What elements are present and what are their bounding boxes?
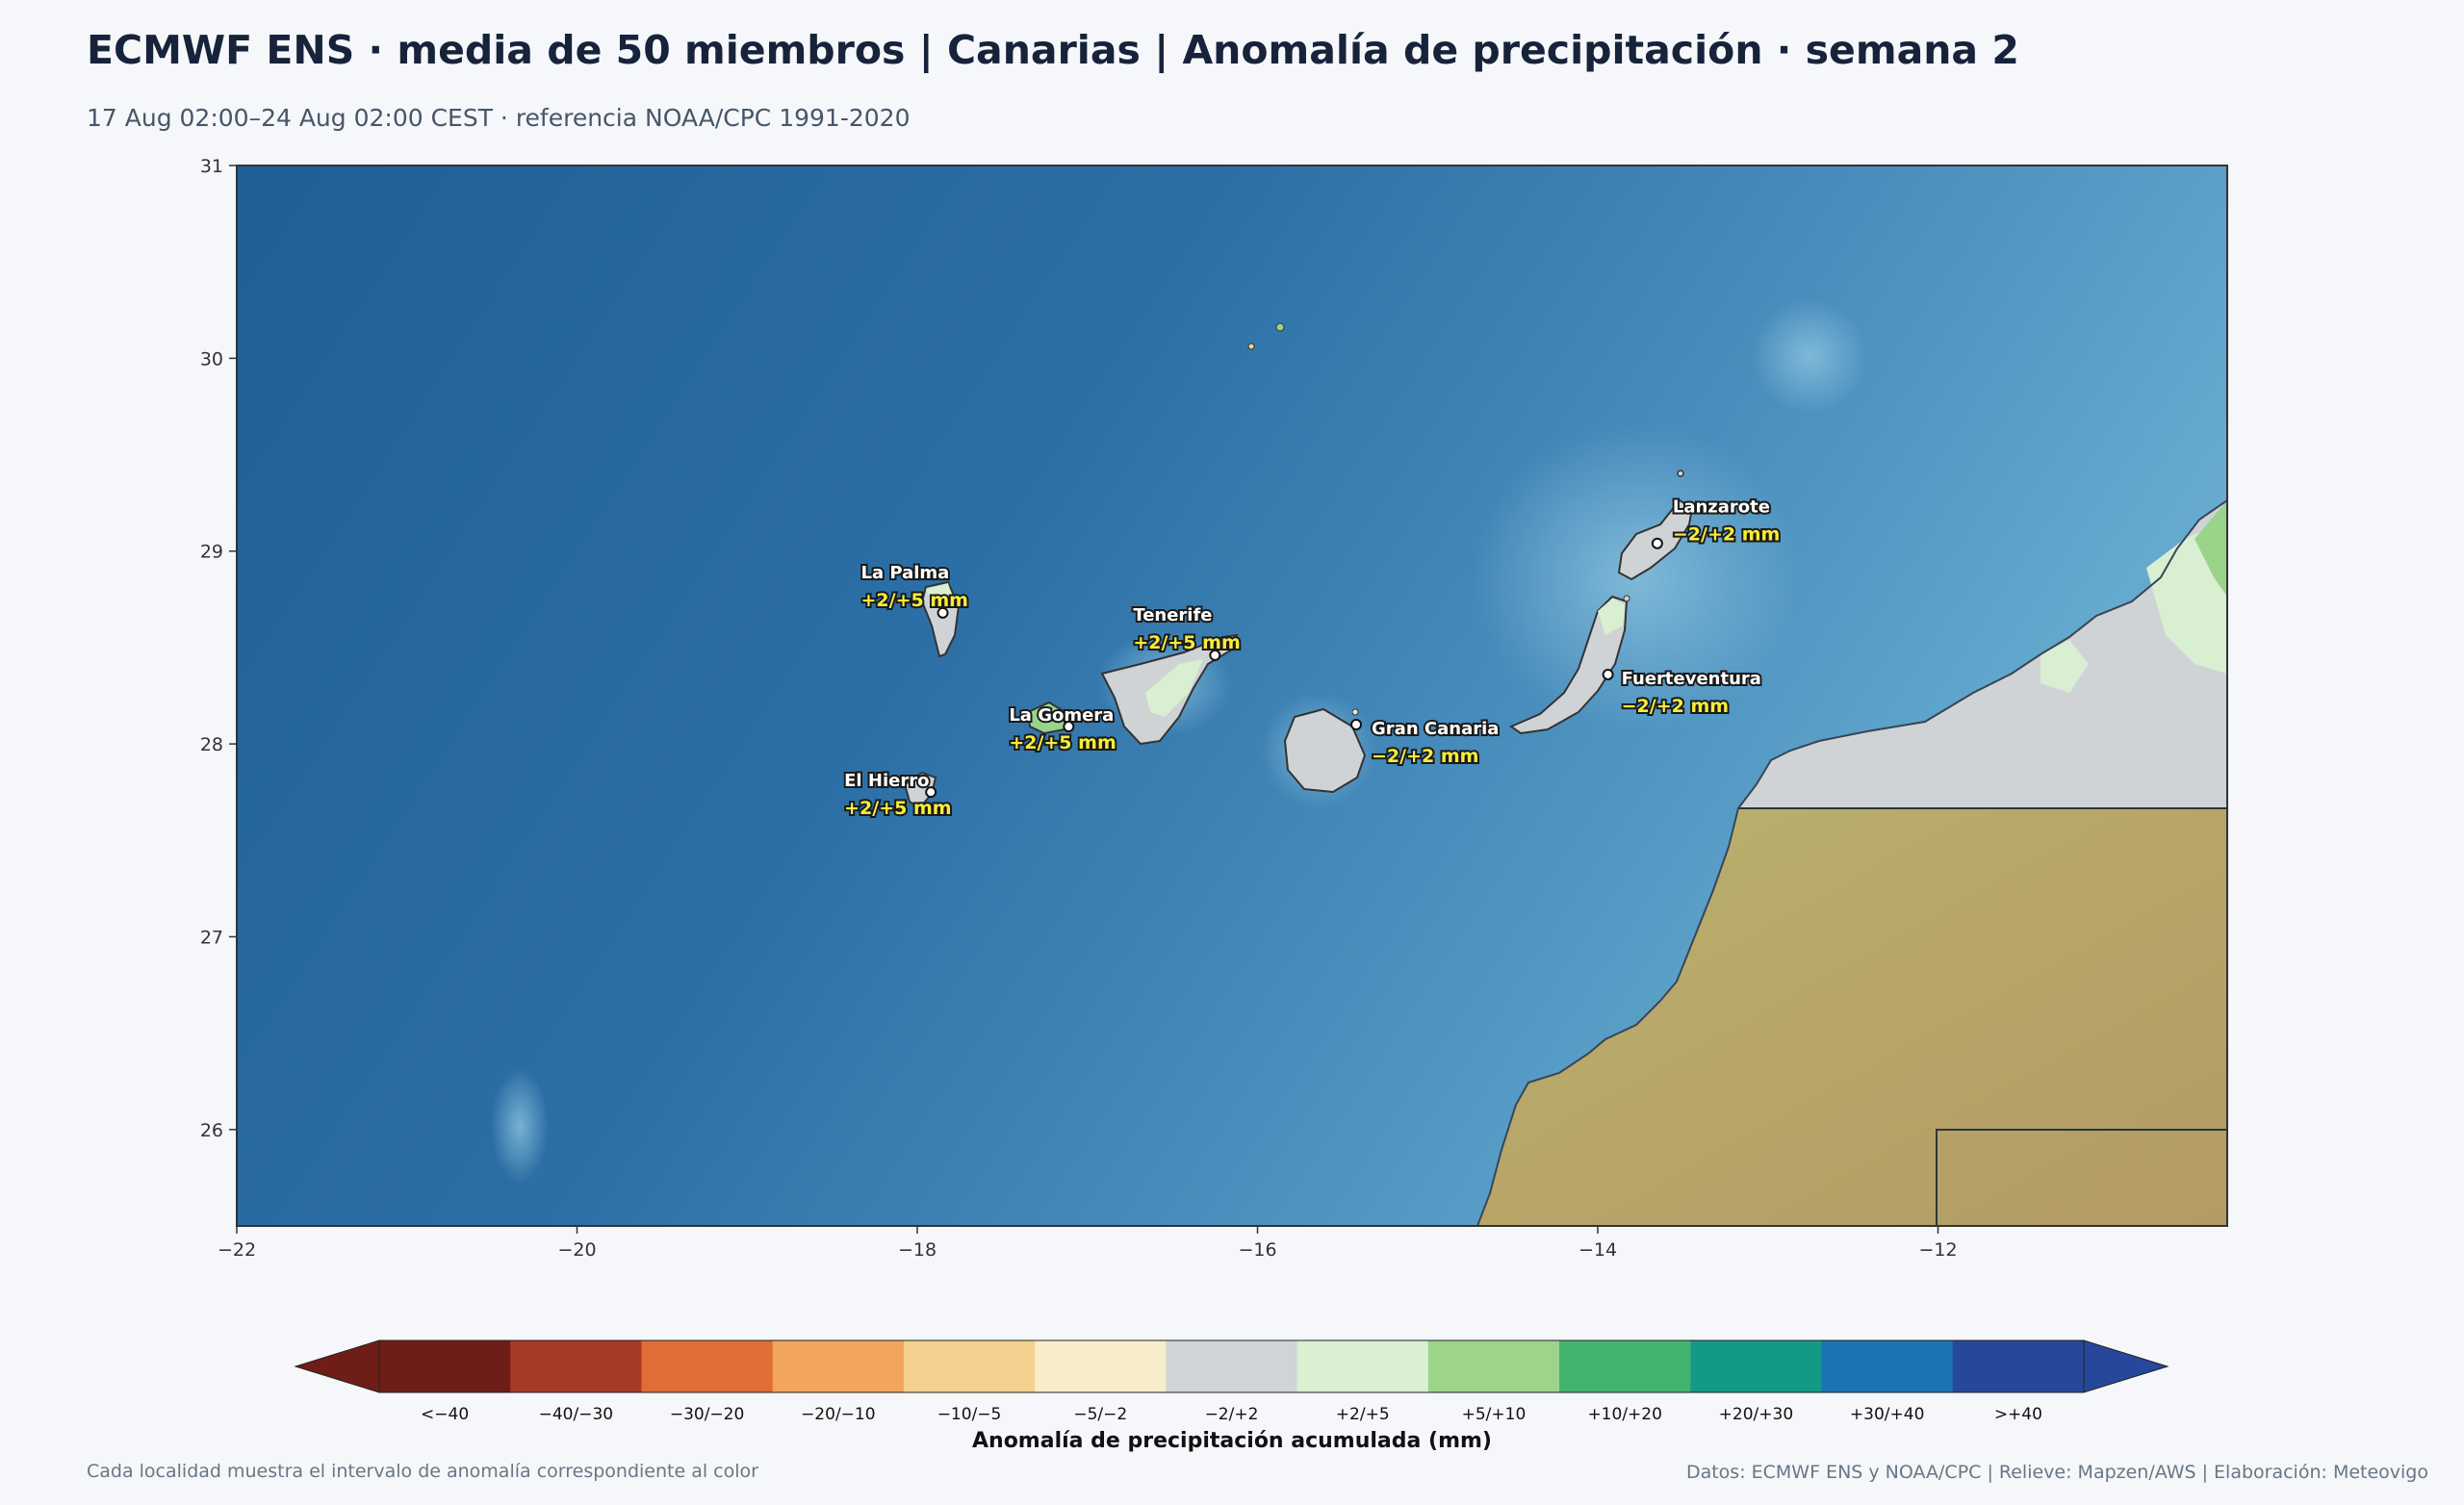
lat-tick-label: 28	[200, 734, 223, 755]
location-name: Gran Canaria	[1372, 719, 1499, 739]
location-value: +2/+5 mm	[1133, 632, 1240, 653]
location-marker	[1651, 537, 1663, 549]
location-name: Fuerteventura	[1622, 669, 1761, 689]
colorbar-label: −2/+2	[1205, 1405, 1259, 1424]
colorbar-segment	[1821, 1340, 1954, 1392]
colorbar-label: +5/+10	[1462, 1405, 1527, 1424]
lon-tick-label: −14	[1578, 1239, 1617, 1261]
colorbar-segment	[510, 1340, 642, 1392]
location-name: Lanzarote	[1673, 497, 1770, 518]
colorbar-segment	[1559, 1340, 1691, 1392]
location-name: Tenerife	[1133, 605, 1212, 625]
islet-salvajes-1	[1275, 322, 1285, 332]
lat-tick-label: 30	[200, 348, 223, 370]
colorbar-label: >+40	[1994, 1405, 2042, 1424]
colorbar-label: −5/−2	[1073, 1405, 1127, 1424]
location-marker	[1602, 668, 1614, 680]
lat-tick-label: 27	[200, 927, 223, 948]
island-la-palma-wet	[926, 583, 953, 606]
page-title: ECMWF ENS · media de 50 miembros | Canar…	[87, 27, 2019, 73]
location-marker	[937, 606, 949, 619]
colorbar-label: +30/+40	[1850, 1405, 1924, 1424]
colorbar-label: +10/+20	[1587, 1405, 1661, 1424]
islet-gc-north	[1351, 708, 1359, 716]
lon-tick-label: −18	[898, 1239, 937, 1261]
colorbar-segment	[1296, 1340, 1429, 1392]
colorbar-segment	[1427, 1340, 1560, 1392]
colorbar-label: +2/+5	[1336, 1405, 1390, 1424]
colorbar-label: −30/−20	[670, 1405, 744, 1424]
location-marker	[925, 786, 937, 799]
colorbar-label: −10/−5	[937, 1405, 1002, 1424]
location-name: La Gomera	[1009, 705, 1114, 726]
colorbar-segment	[1952, 1340, 2085, 1392]
colorbar-title: Anomalía de precipitación acumulada (mm)	[972, 1429, 1492, 1453]
colorbar-segment	[1035, 1340, 1167, 1392]
africa-wet-patch-3	[2194, 500, 2227, 597]
axis-ticks: −22 −20 −18 −16 −14 −12 31 30 29 28 27 26	[200, 156, 1958, 1261]
colorbar-label: −20/−10	[801, 1405, 875, 1424]
colorbar: <−40 −40/−30 −30/−20 −20/−10 −10/−5 −5/−2 −2/+…	[294, 1339, 2169, 1424]
africa-desert	[1477, 808, 2227, 1226]
lon-tick-label: −12	[1918, 1239, 1957, 1261]
footer-credits: Datos: ECMWF ENS y NOAA/CPC | Relieve: M…	[1685, 1462, 2428, 1483]
island-tenerife-wet	[1145, 659, 1203, 717]
lon-tick-label: −20	[557, 1239, 596, 1261]
lon-tick-label: −22	[218, 1239, 256, 1261]
colorbar-outline	[378, 1339, 2085, 1393]
colorbar-extend-low	[294, 1339, 380, 1393]
location-marker	[1209, 649, 1221, 661]
location-marker	[1350, 719, 1363, 731]
lat-tick-label: 26	[200, 1120, 223, 1141]
lat-tick-label: 29	[200, 542, 223, 563]
africa-wet-patch-2	[2040, 640, 2089, 693]
footer-note: Cada localidad muestra el intervalo de a…	[87, 1461, 758, 1482]
colorbar-label: <−40	[421, 1405, 469, 1424]
location-value: +2/+5 mm	[844, 798, 951, 819]
colorbar-segment	[1690, 1340, 1823, 1392]
colorbar-segment	[641, 1340, 774, 1392]
shelf-west	[1752, 298, 1867, 414]
shelf-south	[491, 1068, 549, 1184]
border-line-south	[1936, 1129, 2227, 1226]
colorbar-segment	[772, 1340, 905, 1392]
colorbar-extend-high	[2083, 1339, 2169, 1393]
location-value: −2/+2 mm	[1372, 746, 1478, 767]
lon-tick-label: −16	[1238, 1239, 1276, 1261]
location-name: La Palma	[861, 563, 950, 583]
location-value: +2/+5 mm	[861, 590, 968, 611]
location-name: El Hierro	[844, 771, 929, 791]
location-labels: La Palma +2/+5 mm Tenerife +2/+5 mm La Gomer…	[842, 496, 1782, 821]
location-value: −2/+2 mm	[1622, 696, 1729, 717]
islet-graciosa	[1677, 470, 1684, 477]
map-frame	[236, 165, 2228, 1227]
location-marker	[1063, 721, 1075, 733]
colorbar-label: −40/−30	[539, 1405, 613, 1424]
colorbar-segment	[903, 1340, 1036, 1392]
islet-lobos	[1623, 595, 1630, 602]
colorbar-segment	[379, 1340, 511, 1392]
coastline	[1476, 499, 2227, 1226]
island-fuerteventura-wet	[1598, 599, 1625, 635]
location-value: −2/+2 mm	[1673, 524, 1780, 546]
colorbar-label: +20/+30	[1719, 1405, 1793, 1424]
lat-tick-label: 31	[200, 156, 223, 177]
page-subtitle: 17 Aug 02:00–24 Aug 02:00 CEST · referen…	[87, 104, 911, 132]
island-gran-canaria	[1283, 707, 1367, 794]
islet-salvajes-2	[1247, 343, 1255, 350]
location-value: +2/+5 mm	[1009, 732, 1116, 753]
colorbar-segment	[1166, 1340, 1298, 1392]
